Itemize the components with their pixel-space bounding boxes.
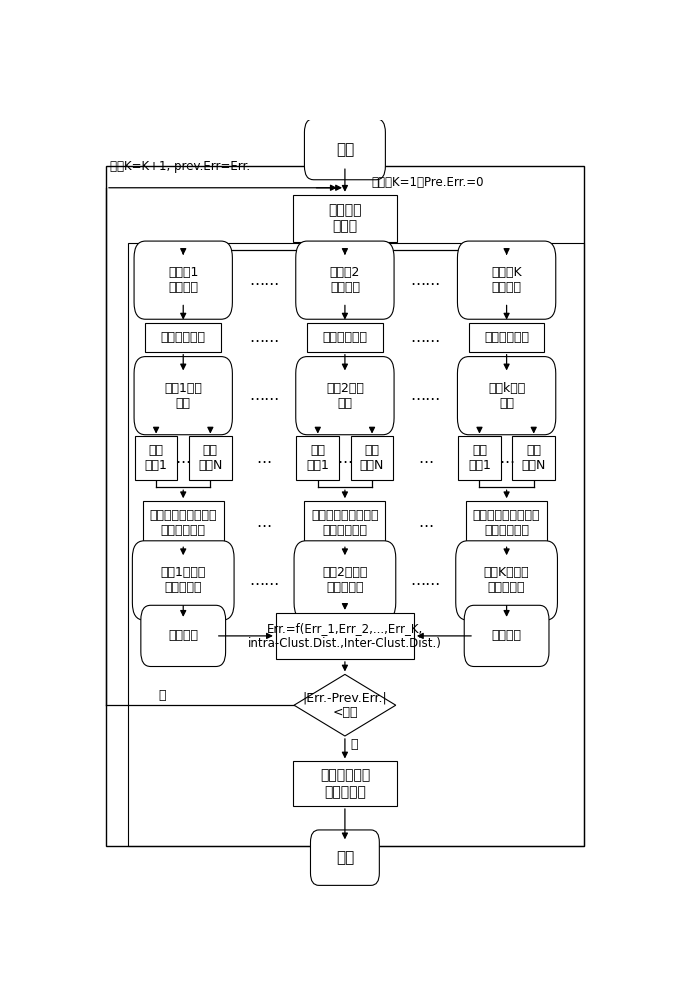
Text: 类别K所得的
最小误差率: 类别K所得的 最小误差率: [484, 566, 530, 594]
Text: …: …: [176, 451, 190, 466]
Text: 选择最小误差率的算
法为最优算法: 选择最小误差率的算 法为最优算法: [149, 509, 217, 537]
Text: 回归
算法1: 回归 算法1: [306, 444, 329, 472]
Text: 回归
算法1: 回归 算法1: [145, 444, 168, 472]
Text: 选择最小误差率的算
法为最优算法: 选择最小误差率的算 法为最优算法: [311, 509, 379, 537]
FancyBboxPatch shape: [351, 436, 394, 480]
FancyBboxPatch shape: [469, 323, 544, 352]
Text: 簇内距离: 簇内距离: [491, 629, 522, 642]
Text: ……: ……: [411, 388, 441, 403]
FancyBboxPatch shape: [296, 436, 339, 480]
Text: 结束: 结束: [336, 850, 354, 865]
Ellipse shape: [319, 842, 371, 873]
Text: ……: ……: [249, 573, 279, 588]
Text: 在类别K
中的小区: 在类别K 中的小区: [491, 266, 522, 294]
Text: …: …: [499, 451, 514, 466]
Text: 回归
算法1: 回归 算法1: [468, 444, 491, 472]
FancyBboxPatch shape: [456, 541, 557, 620]
Text: ……: ……: [411, 573, 441, 588]
Text: …: …: [418, 451, 433, 466]
Text: 集成式聚
类算法: 集成式聚 类算法: [328, 203, 361, 234]
Text: 准备回归数据: 准备回归数据: [484, 331, 529, 344]
FancyBboxPatch shape: [293, 761, 397, 806]
Text: 准备回归数据: 准备回归数据: [161, 331, 206, 344]
Text: ……: ……: [249, 273, 279, 288]
Text: ……: ……: [249, 388, 279, 403]
FancyBboxPatch shape: [304, 119, 386, 180]
FancyBboxPatch shape: [134, 241, 232, 319]
FancyBboxPatch shape: [295, 357, 394, 435]
FancyBboxPatch shape: [143, 501, 223, 544]
FancyBboxPatch shape: [295, 241, 394, 319]
Text: 类别2所得的
最小误差率: 类别2所得的 最小误差率: [322, 566, 367, 594]
Text: …: …: [256, 451, 272, 466]
FancyBboxPatch shape: [310, 830, 380, 885]
Text: 回归
算法N: 回归 算法N: [360, 444, 384, 472]
Text: 准备回归数据: 准备回归数据: [322, 331, 367, 344]
FancyBboxPatch shape: [464, 605, 549, 667]
FancyBboxPatch shape: [145, 323, 221, 352]
FancyBboxPatch shape: [304, 501, 386, 544]
Text: 在类别1
中的小区: 在类别1 中的小区: [168, 266, 199, 294]
FancyBboxPatch shape: [458, 436, 501, 480]
Text: 在类别2
中的小区: 在类别2 中的小区: [330, 266, 360, 294]
FancyBboxPatch shape: [512, 436, 555, 480]
Text: 否: 否: [159, 689, 166, 702]
Text: 类别2小区
数据: 类别2小区 数据: [326, 382, 364, 410]
Text: ……: ……: [249, 330, 279, 345]
FancyBboxPatch shape: [307, 323, 383, 352]
Text: 回归
算法N: 回归 算法N: [198, 444, 223, 472]
Text: 循环K=K+1, prev.Err=Err.: 循环K=K+1, prev.Err=Err.: [110, 160, 250, 173]
FancyBboxPatch shape: [141, 605, 225, 667]
FancyBboxPatch shape: [134, 357, 232, 435]
Text: ……: ……: [411, 273, 441, 288]
Text: 类别k小区
数据: 类别k小区 数据: [488, 382, 525, 410]
Text: Err.=f(Err_1,Err_2,...,Err_K,
intra-Clust.Dist.,Inter-Clust.Dist.): Err.=f(Err_1,Err_2,...,Err_K, intra-Clus…: [248, 622, 442, 650]
Polygon shape: [294, 674, 396, 736]
FancyBboxPatch shape: [276, 613, 414, 659]
FancyBboxPatch shape: [458, 241, 556, 319]
Text: ……: ……: [411, 330, 441, 345]
Text: |Err.-Prev.Err.|
<阈値: |Err.-Prev.Err.| <阈値: [303, 691, 387, 719]
Text: 回归
算法N: 回归 算法N: [522, 444, 546, 472]
Text: …: …: [418, 515, 433, 530]
FancyBboxPatch shape: [458, 357, 556, 435]
Text: 保存每一个类
的回归结果: 保存每一个类 的回归结果: [320, 769, 370, 799]
Text: 初始化K=1，Pre.Err.=0: 初始化K=1，Pre.Err.=0: [371, 176, 483, 189]
Text: 是: 是: [351, 738, 358, 751]
Text: 类别1所得的
最小误差率: 类别1所得的 最小误差率: [161, 566, 206, 594]
Text: 选择最小误差率的算
法为最优算法: 选择最小误差率的算 法为最优算法: [473, 509, 540, 537]
FancyBboxPatch shape: [135, 436, 178, 480]
Text: 开始: 开始: [336, 142, 354, 157]
FancyBboxPatch shape: [294, 541, 396, 620]
Text: 簇内距离: 簇内距离: [168, 629, 199, 642]
FancyBboxPatch shape: [189, 436, 232, 480]
Text: …: …: [256, 515, 272, 530]
FancyBboxPatch shape: [466, 501, 547, 544]
Text: 类别1小区
数据: 类别1小区 数据: [164, 382, 202, 410]
Text: …: …: [337, 451, 353, 466]
FancyBboxPatch shape: [133, 541, 234, 620]
FancyBboxPatch shape: [293, 195, 397, 242]
Ellipse shape: [314, 132, 376, 166]
